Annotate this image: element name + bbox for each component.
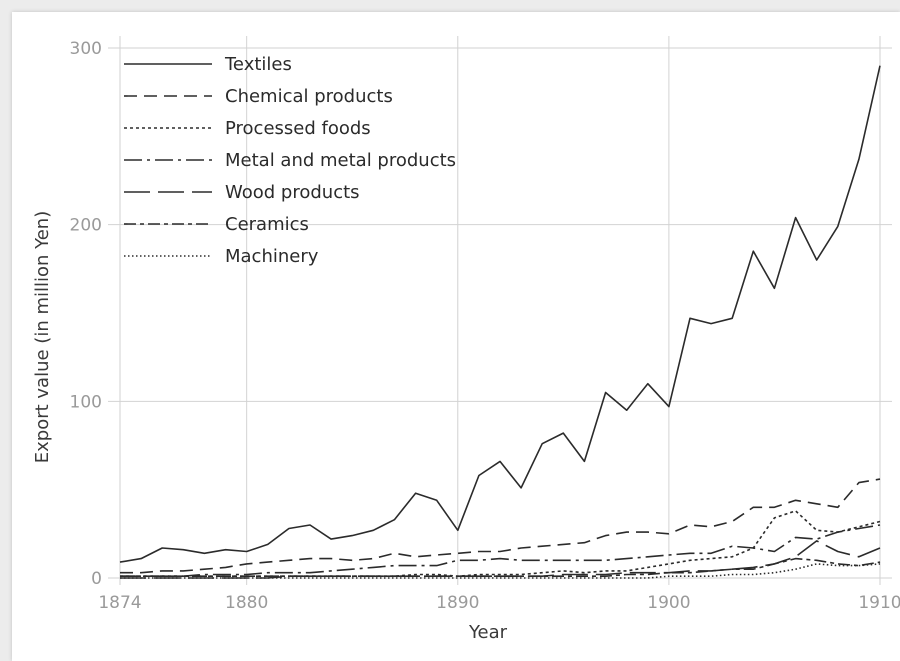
legend-label-3: Processed foods: [225, 118, 371, 139]
x-axis-ticks: 1874 1880 1890 1900 1910: [98, 578, 900, 613]
y-axis-title: Export value (in million Yen): [32, 211, 53, 463]
y-tick-label: 0: [91, 569, 102, 589]
legend: Textiles Chemical products Processed foods…: [124, 54, 456, 267]
x-tick-label: 1910: [858, 593, 900, 613]
legend-label-4: Metal and metal products: [225, 150, 456, 171]
series-line-3: [120, 510, 881, 577]
y-axis-ticks: 0 100 200 300: [70, 39, 102, 589]
series-line-4: [120, 524, 881, 577]
y-tick-label: 200: [70, 216, 102, 236]
legend-label-6: Ceramics: [225, 214, 309, 235]
series-line-1: [119, 65, 881, 563]
legend-label-2: Chemical products: [225, 86, 393, 107]
x-tick-label: 1880: [225, 593, 268, 613]
line-chart: 1874 1880 1890 1900 1910 0 100 200 300 Textiles…: [32, 36, 900, 643]
x-tick-label: 1890: [436, 593, 479, 613]
legend-label-5: Wood products: [225, 182, 360, 203]
x-tick-label: 1900: [647, 593, 690, 613]
series-line-7: [120, 563, 881, 579]
chart-panel: 1874 1880 1890 1900 1910 0 100 200 300 Textiles…: [12, 12, 900, 661]
series-line-5: [120, 540, 881, 579]
y-tick-label: 100: [70, 392, 102, 412]
series-line-6: [120, 557, 881, 577]
series-lines: [119, 65, 881, 579]
x-tick-label: 1874: [98, 593, 141, 613]
y-tick-label: 300: [70, 39, 102, 59]
legend-label-7: Machinery: [225, 246, 319, 267]
series-line-2: [120, 478, 881, 574]
legend-label-1: Textiles: [224, 54, 292, 75]
x-axis-title: Year: [468, 622, 508, 643]
